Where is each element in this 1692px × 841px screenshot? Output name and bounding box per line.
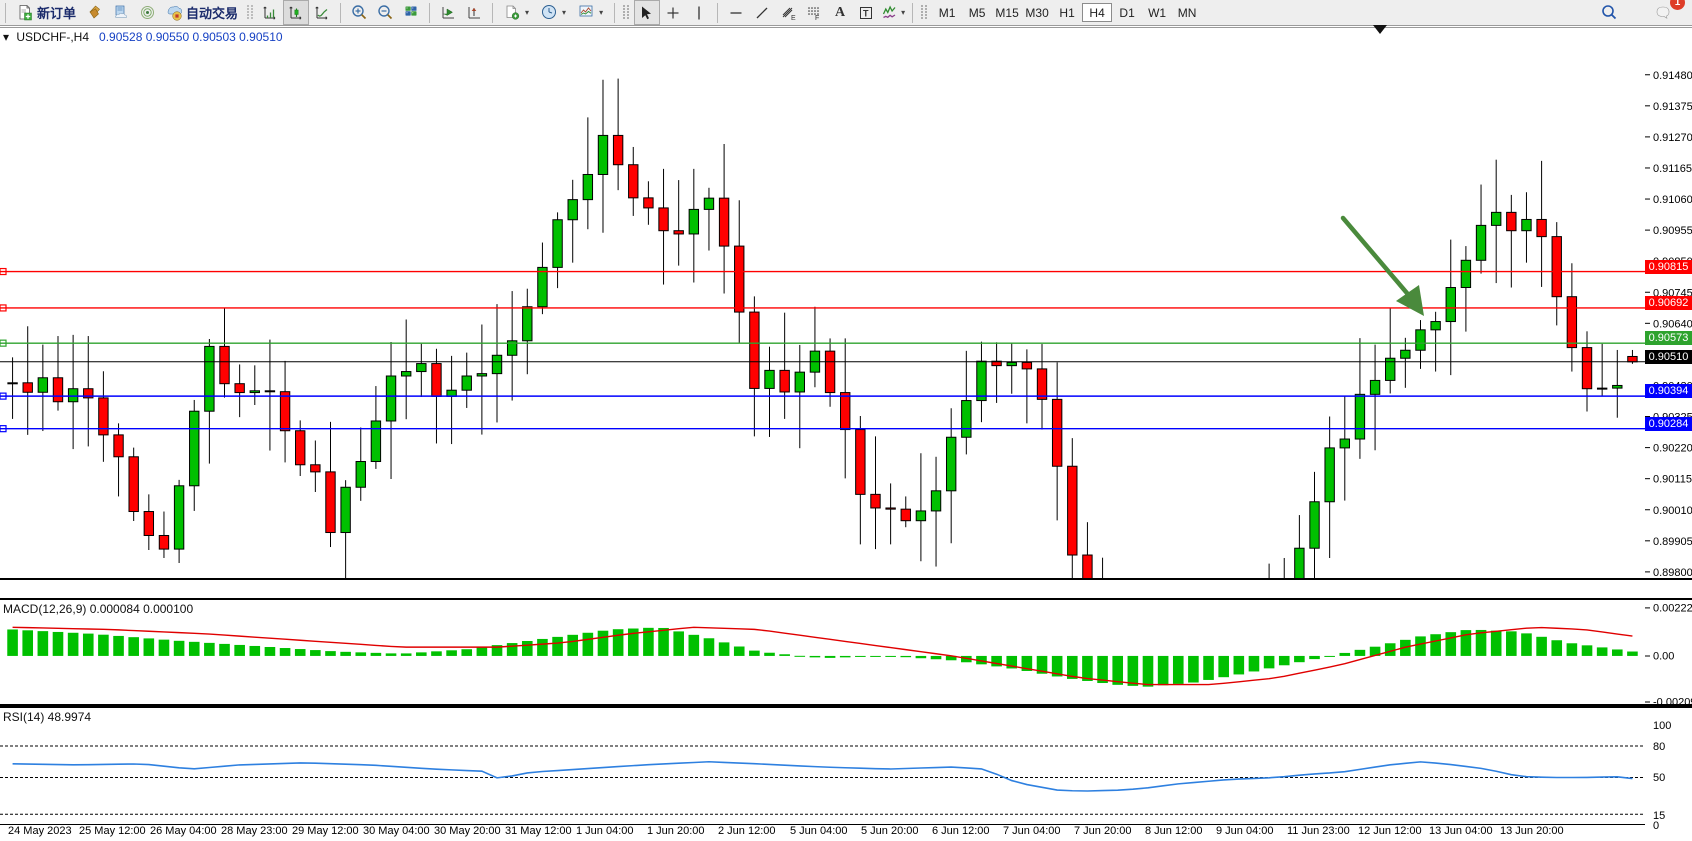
- svg-text:0.91165: 0.91165: [1653, 163, 1692, 175]
- svg-text:0.90010: 0.90010: [1653, 505, 1692, 517]
- svg-text:0.00222: 0.00222: [1653, 603, 1692, 615]
- svg-text:F: F: [815, 15, 819, 21]
- svg-text:0.89905: 0.89905: [1653, 536, 1692, 548]
- svg-text:T: T: [863, 8, 869, 18]
- svg-text:100: 100: [1653, 720, 1671, 732]
- svg-text:80: 80: [1653, 741, 1665, 753]
- svg-text:0.90640: 0.90640: [1653, 318, 1692, 330]
- svg-text:0.91060: 0.91060: [1653, 194, 1692, 206]
- svg-text:0.90955: 0.90955: [1653, 225, 1692, 237]
- svg-text:-0.00209: -0.00209: [1653, 697, 1692, 707]
- svg-text:E: E: [791, 15, 796, 21]
- svg-text:0.91480: 0.91480: [1653, 70, 1692, 82]
- svg-text:50: 50: [1653, 772, 1665, 784]
- svg-text:0.89800: 0.89800: [1653, 567, 1692, 579]
- svg-text:0.90115: 0.90115: [1653, 474, 1692, 486]
- svg-text:0.91270: 0.91270: [1653, 132, 1692, 144]
- svg-text:0.00: 0.00: [1653, 651, 1674, 663]
- svg-text:0.90220: 0.90220: [1653, 443, 1692, 455]
- svg-text:0.91375: 0.91375: [1653, 101, 1692, 113]
